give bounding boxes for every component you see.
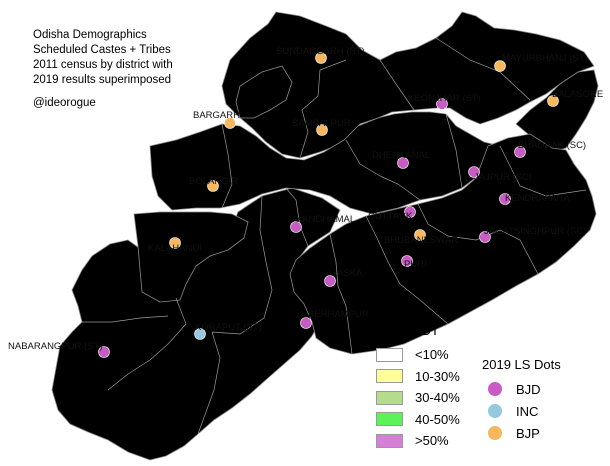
legend-label-10-30: 10-30% (415, 368, 460, 384)
dot-sambalpur (316, 124, 328, 136)
dot-bhadrak-sc (514, 146, 526, 158)
district-border (285, 187, 309, 247)
label-balasore: BALASORE (552, 89, 603, 100)
legend-item-lt10: <10% (376, 344, 460, 366)
dot-sundargarh-st (315, 52, 327, 64)
region-10-30-coastal (289, 133, 597, 355)
legend-item-30-40: 30-40% (376, 387, 460, 409)
legend-sc-st-title: SC+ST DT (376, 323, 439, 338)
legend-label-inc: INC (516, 403, 539, 419)
legend-ls-dots: 2019 LS Dots BJD INC BJP (482, 357, 561, 444)
legend-item-bjp: BJP (482, 422, 561, 444)
legend-label-gt50: >50% (415, 433, 449, 449)
label-kendrapara: KENDRAPARA (505, 193, 570, 204)
district-border (107, 297, 187, 391)
dot-keonjhar-st (436, 98, 448, 110)
label-keonjhar-st: KEONJHAR (ST) (408, 93, 481, 104)
region-30-40-balasore (515, 69, 599, 153)
credit-handle: @ideorogue (33, 97, 96, 109)
label-kandhamal: KANDHAMAL (296, 214, 355, 225)
label-kalahandi: KALAHANDI (148, 243, 202, 254)
title-line-4: 2019 results superimposed (33, 74, 172, 86)
label-sundargarh-st: SUNDARGARH (ST) (276, 46, 365, 57)
dot-bargarh (224, 117, 236, 129)
district-border (299, 59, 347, 159)
legend-item-inc: INC (482, 400, 561, 422)
label-bargarh: BARGARH (193, 110, 240, 121)
label-jajpur-sc: JAJPUR (SC) (474, 172, 532, 183)
legend-item-40-50: 40-50% (376, 409, 460, 431)
dot-nabarangpur-st (98, 346, 110, 358)
dot-kalahandi (169, 237, 181, 249)
legend-label-lt10: <10% (415, 347, 449, 363)
legend-label-30-40: 30-40% (415, 390, 460, 406)
legend-dot-inc (488, 404, 502, 418)
dot-dhenkanal (397, 157, 409, 169)
label-mayurbhanj-st: MAYURBHANJ (ST) (502, 53, 588, 64)
legend-label-bjd: BJD (516, 381, 541, 397)
dot-kendrapara (499, 193, 511, 205)
legend-label-bjp: BJP (516, 425, 540, 441)
label-puri: PURI (404, 259, 427, 270)
dot-cuttack (404, 206, 416, 218)
dot-mayurbhanj-st (494, 60, 506, 72)
district-border (417, 203, 539, 275)
label-bolangir: BOLANGIR (189, 176, 238, 187)
district-border (82, 315, 169, 323)
legend-swatch-lt10 (376, 347, 403, 362)
legend-ls-title: 2019 LS Dots (482, 357, 561, 372)
dot-bolangir (207, 180, 219, 192)
dot-jajpur-sc (468, 166, 480, 178)
label-aska: ASKA (337, 268, 363, 279)
dot-bhubaneswar (414, 229, 426, 241)
region-gt50-north (221, 11, 595, 159)
label-bhubaneswar: BHUBANESWAR (384, 235, 458, 246)
legend-dot-bjd (488, 382, 502, 396)
legend-label-40-50: 40-50% (415, 411, 460, 427)
dot-kandhamal (290, 221, 302, 233)
district-border (379, 59, 415, 111)
region-40-50-bargarh (235, 65, 293, 119)
region-40-50-kalahandi (133, 211, 249, 303)
legend-item-gt50: >50% (376, 430, 460, 452)
district-border (499, 145, 587, 197)
district-border (345, 139, 421, 201)
district-border (197, 331, 221, 435)
label-cuttack: CUTTACK (368, 211, 413, 222)
legend-swatch-40-50 (376, 412, 403, 427)
district-border (365, 215, 449, 325)
label-sambalpur: SAMBALPUR (292, 118, 351, 129)
dot-jagatsinghpur-sc (479, 231, 491, 243)
label-bhadrak-sc: BHADRAK (SC) (518, 140, 586, 151)
legend-swatch-gt50 (376, 433, 403, 448)
title-line-2: Scheduled Castes + Tribes (33, 44, 171, 56)
district-border (329, 233, 353, 355)
label-jagatsinghpur-sc: JAGATSINGHPUR (SC) (484, 226, 586, 237)
map-title: Odisha Demographics Scheduled Castes + T… (33, 28, 173, 88)
district-border (435, 37, 531, 101)
title-line-3: 2011 census by district with (33, 59, 173, 71)
legend-sc-st: SC+ST DT <10% 10-30% 30-40% 40-50% >50% (376, 323, 460, 452)
constituency-markers: SUNDARGARH (ST) MAYURBHANJ (ST) BALASORE KE… (8, 46, 603, 358)
label-dhenkanal: DHENKANAL (372, 150, 430, 161)
title-line-1: Odisha Demographics (33, 29, 147, 41)
legend-dot-bjp (488, 426, 502, 440)
district-border (211, 195, 273, 335)
dot-aska (324, 275, 336, 287)
label-koraput-st: KORAPUT (ST) (195, 322, 262, 333)
label-berhampur: BERHAMPUR (308, 309, 369, 320)
district-border (445, 113, 463, 189)
legend-swatch-30-40 (376, 390, 403, 405)
dot-berhampur (300, 317, 312, 329)
district-border (221, 123, 233, 209)
legend-item-10-30: 10-30% (376, 366, 460, 388)
legend-item-bjd: BJD (482, 378, 561, 400)
dot-balasore (547, 95, 559, 107)
legend-swatch-10-30 (376, 369, 403, 384)
dot-puri (401, 255, 413, 267)
label-nabarangpur-st: NABARANGPUR (ST) (8, 341, 102, 352)
dot-koraput-st (194, 328, 206, 340)
